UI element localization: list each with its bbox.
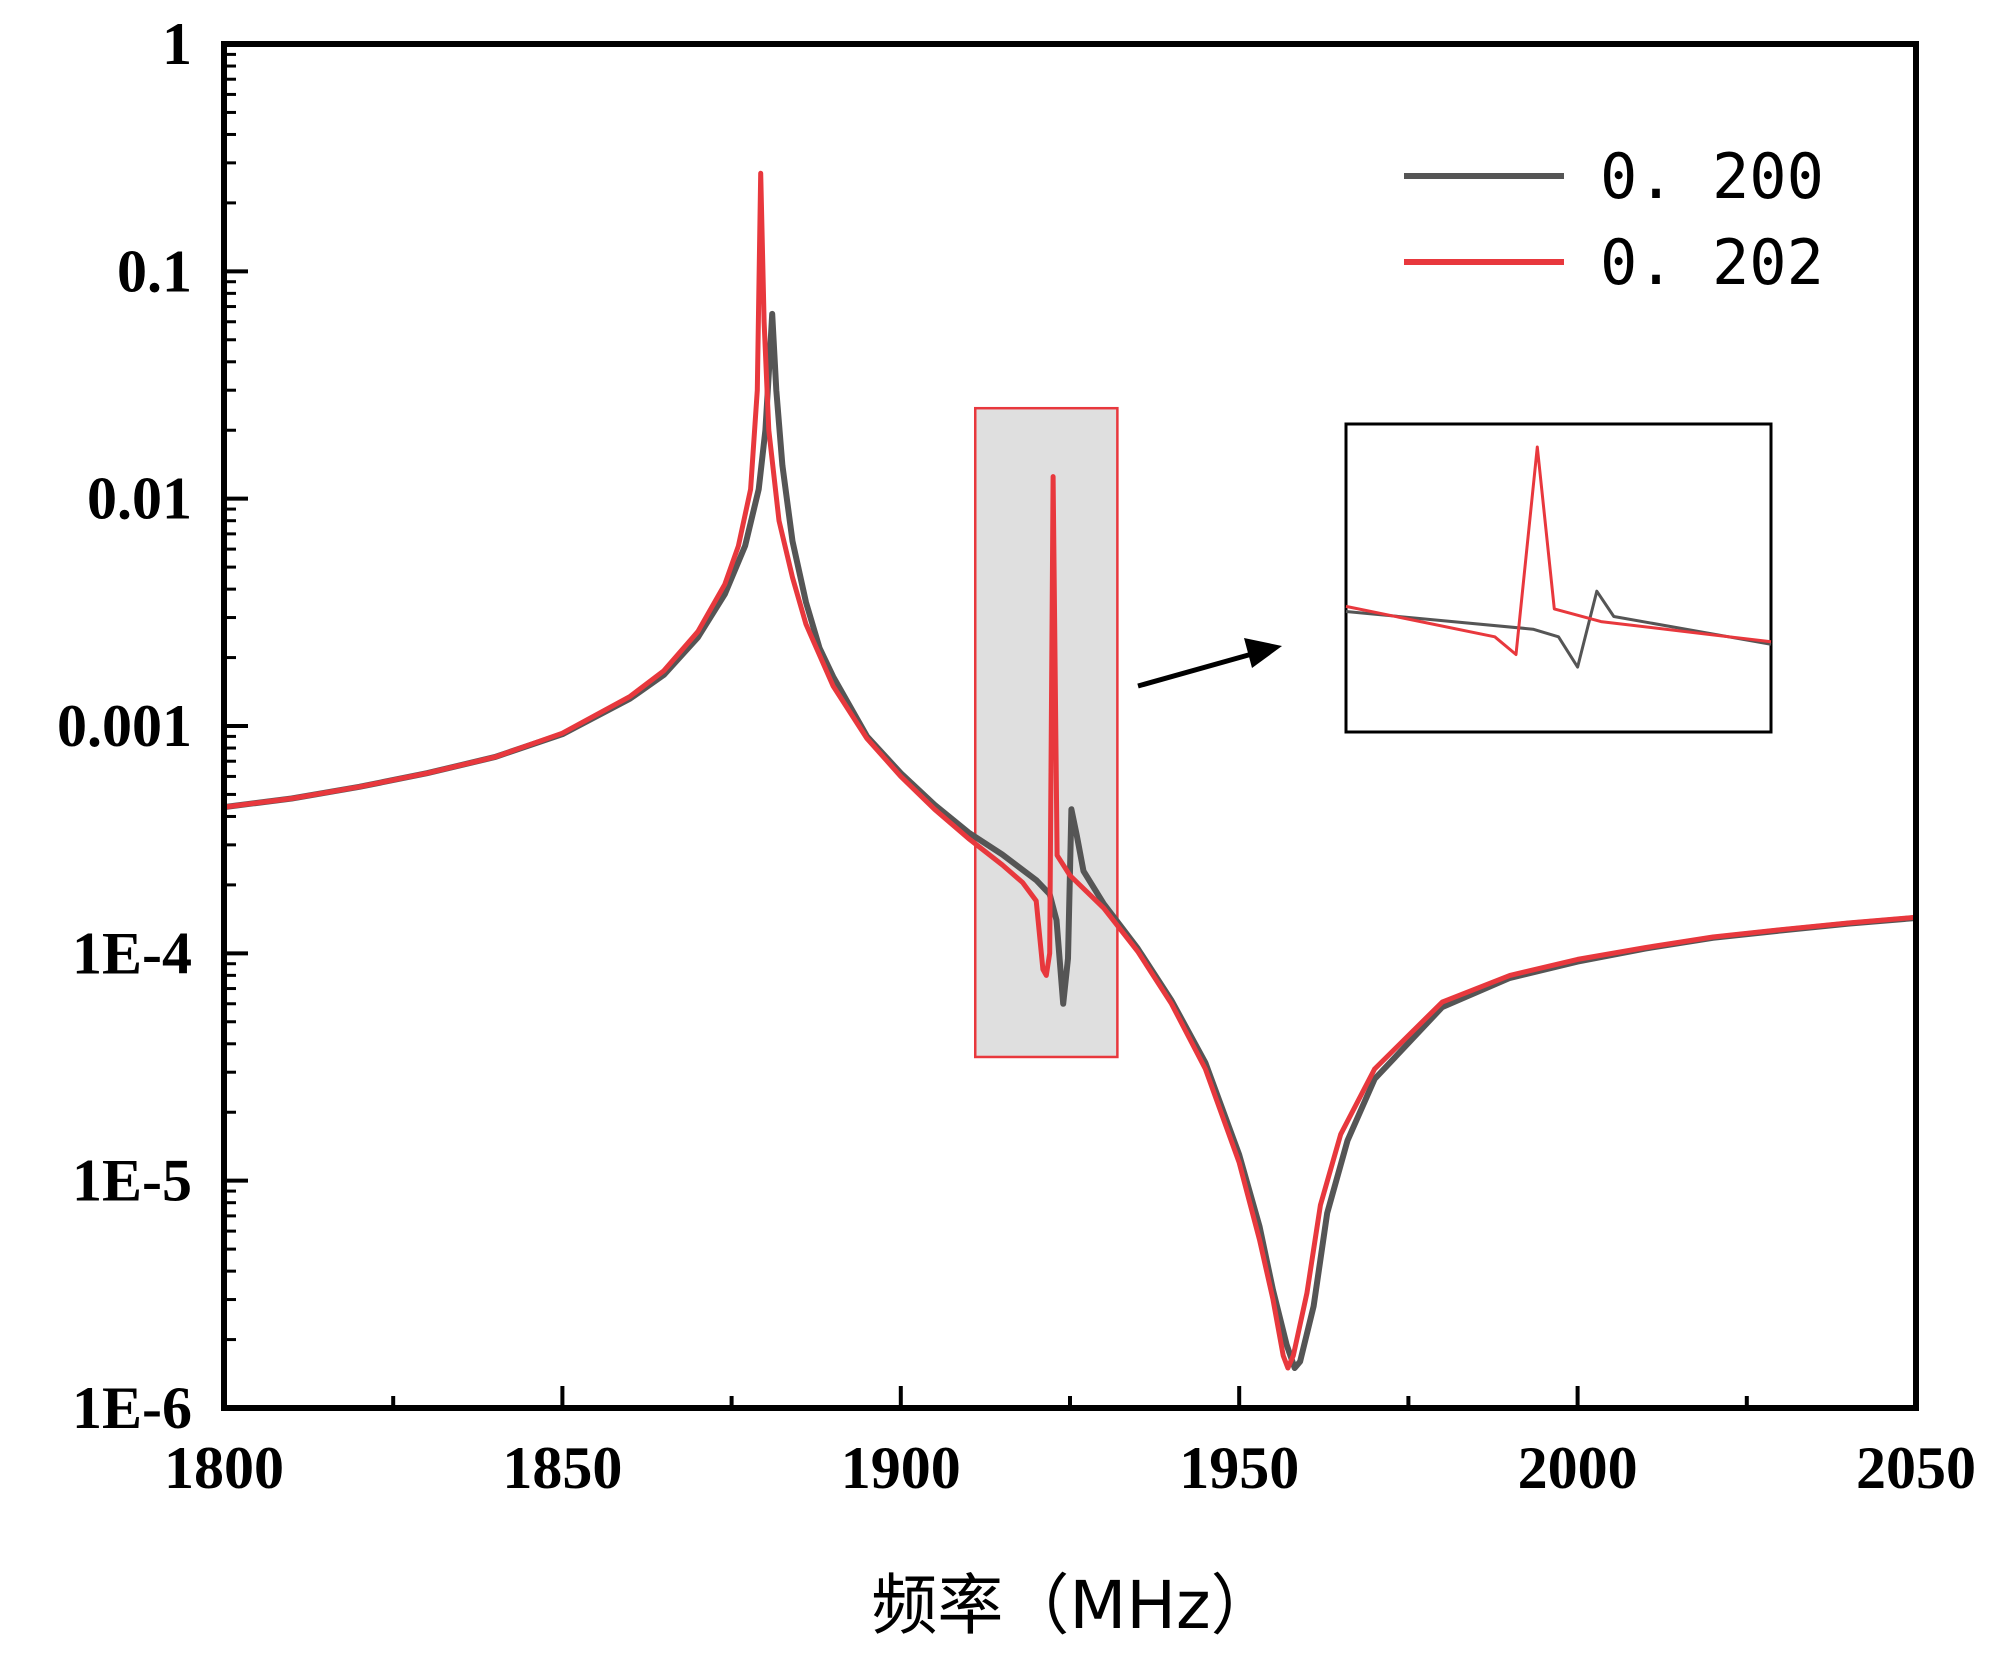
inset-arrow-line bbox=[1137, 651, 1253, 689]
x-tick-label: 1850 bbox=[502, 1435, 622, 1501]
series-line-2 bbox=[223, 170, 1917, 1371]
x-tick-label: 2050 bbox=[1856, 1435, 1976, 1501]
series-line-1 bbox=[223, 310, 1917, 1371]
y-tick-label: 1 bbox=[162, 11, 192, 77]
y-tick-label: 1E-5 bbox=[72, 1148, 192, 1214]
inset-series-line-2 bbox=[1345, 445, 1772, 656]
inset-arrow-head bbox=[1244, 638, 1282, 668]
inset-frame bbox=[1344, 422, 1773, 734]
y-tick-label: 0.1 bbox=[117, 238, 192, 304]
y-tick-label: 1E-4 bbox=[72, 920, 192, 986]
x-tick-label: 2000 bbox=[1518, 1435, 1638, 1501]
legend-label: 0. 202 bbox=[1600, 226, 1824, 299]
x-tick-label: 1900 bbox=[841, 1435, 961, 1501]
legend-label: 0. 200 bbox=[1600, 140, 1824, 213]
highlight-region bbox=[973, 406, 1119, 1059]
x-axis-title: 频率（MHz） bbox=[871, 1567, 1276, 1644]
x-tick-label: 1800 bbox=[164, 1435, 284, 1501]
inset-series-line-1 bbox=[1345, 589, 1772, 669]
y-tick-label: 0.001 bbox=[57, 693, 192, 759]
y-tick-label: 0.01 bbox=[87, 466, 192, 532]
y-tick-label: 1E-6 bbox=[72, 1375, 192, 1441]
x-tick-label: 1950 bbox=[1179, 1435, 1299, 1501]
